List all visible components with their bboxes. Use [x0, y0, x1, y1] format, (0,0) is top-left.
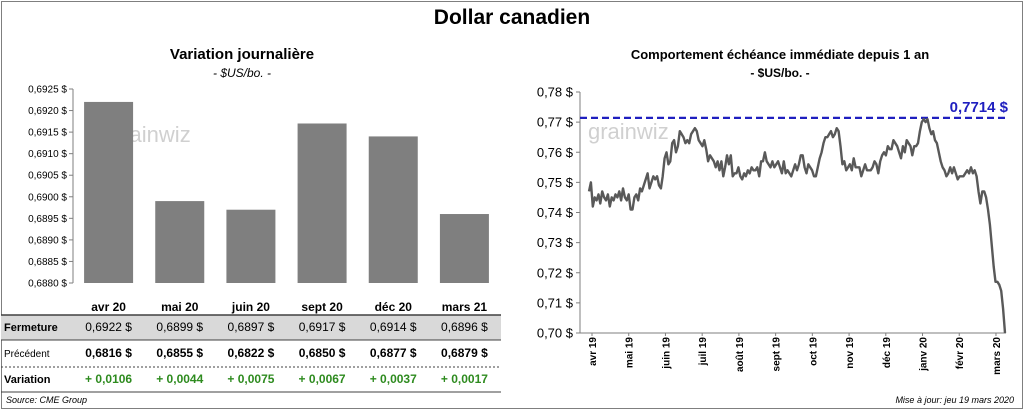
table-cell: 0,6879 $	[441, 346, 488, 360]
table-cell: 0,6917 $	[299, 320, 346, 334]
right-x-tick-label: oct 19	[808, 337, 819, 366]
update-note: Mise à jour: jeu 19 mars 2020	[895, 395, 1014, 405]
right-x-tick-label: mars 20	[992, 337, 1003, 375]
left-bar	[368, 136, 418, 283]
left-x-label: mars 21	[442, 300, 488, 314]
left-bar	[226, 209, 276, 283]
table-row-label: Fermeture	[4, 322, 58, 334]
table-cell: + 0,0037	[370, 372, 417, 386]
table-row-highlight	[1, 315, 501, 340]
left-panel-title: Variation journalière	[169, 46, 315, 63]
left-bar	[297, 123, 347, 283]
table-cell: 0,6914 $	[370, 320, 417, 334]
left-y-tick-label: 0,6890 $	[28, 235, 67, 246]
table-cell: 0,6816 $	[85, 346, 132, 360]
right-y-tick-label: 0,74 $	[537, 205, 574, 220]
right-panel-title: Comportement échéance immédiate depuis 1…	[630, 47, 930, 62]
left-bar	[155, 201, 205, 283]
table-cell: 0,6822 $	[228, 346, 275, 360]
table-cell: 0,6897 $	[228, 320, 275, 334]
reference-label: 0,7714 $	[950, 99, 1009, 116]
left-y-tick-label: 0,6920 $	[28, 106, 67, 117]
table-row-label: Variation	[4, 374, 51, 386]
right-x-tick-label: août 19	[735, 337, 746, 372]
table-cell: 0,6896 $	[441, 320, 488, 334]
left-y-tick-label: 0,6910 $	[28, 149, 67, 160]
right-x-tick-label: avr 19	[588, 337, 599, 366]
table-cell: 0,6850 $	[299, 346, 346, 360]
table-cell: 0,6899 $	[156, 320, 203, 334]
table-cell: + 0,0106	[85, 372, 132, 386]
table-cell: 0,6855 $	[156, 346, 203, 360]
left-x-label: sept 20	[301, 300, 343, 314]
left-y-tick-label: 0,6900 $	[28, 192, 67, 203]
right-watermark: grainwiz	[588, 119, 669, 144]
table-cell: + 0,0044	[156, 372, 203, 386]
table-cell: + 0,0075	[227, 372, 274, 386]
left-y-tick-label: 0,6895 $	[28, 214, 67, 225]
right-y-tick-label: 0,72 $	[537, 265, 574, 280]
left-y-tick-label: 0,6885 $	[28, 257, 67, 268]
table-cell: 0,6922 $	[85, 320, 132, 334]
page-title: Dollar canadien	[433, 6, 591, 29]
left-y-tick-label: 0,6925 $	[28, 85, 67, 96]
right-y-tick-label: 0,70 $	[537, 326, 574, 341]
table-cell: 0,6877 $	[370, 346, 417, 360]
left-bar-chart: 0,6880 $ 0,6885 $ 0,6890 $ 0,6895 $ 0,6900 $…	[1, 85, 501, 393]
left-x-label: déc 20	[375, 300, 413, 314]
right-x-tick-label: mai 19	[625, 337, 636, 369]
right-x-tick-label: sept 19	[772, 337, 783, 372]
table-cell: + 0,0017	[441, 372, 488, 386]
left-bar	[84, 101, 134, 283]
right-y-tick-label: 0,71 $	[537, 295, 574, 310]
price-series-line	[587, 117, 1007, 334]
right-x-tick-label: juil 19	[698, 337, 709, 367]
right-y-tick-label: 0,78 $	[537, 85, 574, 100]
left-y-tick-label: 0,6880 $	[28, 279, 67, 290]
left-panel-subtitle: - $US/bo. -	[212, 66, 272, 80]
right-y-tick-label: 0,73 $	[537, 235, 574, 250]
right-x-tick-label: nov 19	[845, 337, 856, 369]
left-x-label: juin 20	[231, 300, 270, 314]
table-cell: + 0,0067	[299, 372, 346, 386]
right-x-tick-label: déc 19	[882, 337, 893, 369]
left-x-label: avr 20	[91, 300, 126, 314]
table-row-label: Précédent	[4, 349, 50, 360]
left-x-label: mai 20	[161, 300, 199, 314]
right-panel-subtitle: - $US/bo. -	[750, 66, 810, 80]
right-y-tick-label: 0,76 $	[537, 145, 574, 160]
right-x-tick-label: févr 20	[955, 337, 966, 370]
right-y-tick-label: 0,75 $	[537, 175, 574, 190]
right-x-tick-label: janv 20	[919, 337, 930, 372]
right-x-tick-label: juin 19	[661, 337, 672, 370]
right-y-tick-label: 0,77 $	[537, 115, 574, 130]
left-y-tick-label: 0,6915 $	[28, 128, 67, 139]
left-y-tick-label: 0,6905 $	[28, 171, 67, 182]
left-bar	[439, 214, 489, 283]
source-note: Source: CME Group	[6, 395, 88, 405]
